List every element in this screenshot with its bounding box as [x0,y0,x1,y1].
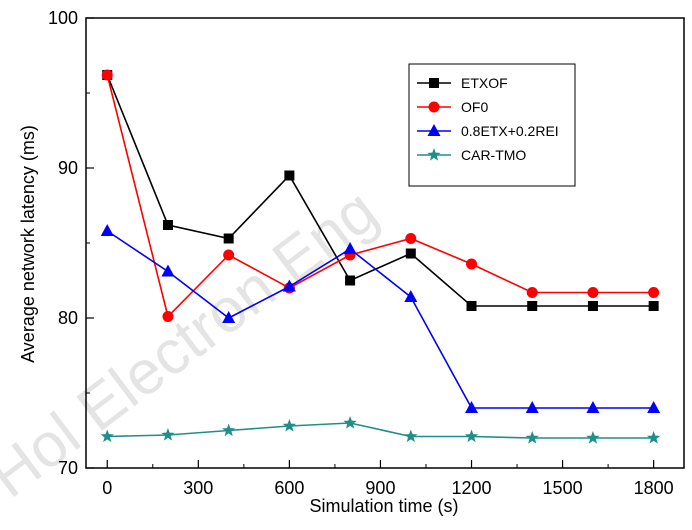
data-point [525,431,539,444]
legend-marker [429,78,439,88]
data-point [404,429,418,443]
y-tick-label: 70 [58,458,78,478]
legend-label: ETXOF [461,75,508,91]
data-point [100,224,114,236]
data-point [466,301,477,311]
data-point [282,279,296,292]
data-point [343,242,357,254]
data-point [223,249,235,261]
series-line [107,422,654,439]
x-tick-label: 0 [102,478,112,498]
series-line [106,230,654,409]
data-point [465,401,479,413]
data-point [162,311,174,322]
data-point [648,301,659,311]
series-of0 [101,69,660,322]
data-point [345,275,356,286]
data-point [646,431,661,444]
data-point [161,428,175,441]
legend-item: 0.8ETX+0.2REI [417,123,559,139]
data-point [586,431,600,444]
series-line [106,74,654,319]
data-point [405,233,417,244]
legend-item: OF0 [417,99,488,115]
series-0-8etx-0-2rei [100,224,661,413]
data-point [525,401,539,413]
data-point [161,264,175,277]
data-point [162,220,173,230]
x-tick-label: 900 [365,478,395,498]
data-point [586,401,600,413]
data-point [404,290,418,302]
series-car-tmo [100,416,661,444]
x-tick-label: 1200 [451,478,491,498]
x-axis-label: Simulation time (s) [309,496,458,516]
x-tick-label: 600 [274,478,304,498]
y-tick-label: 80 [58,308,78,328]
data-point [526,287,538,298]
data-point [527,301,538,311]
legend-item: CAR-TMO [417,147,526,163]
series-line [106,74,654,307]
legend-marker [427,148,441,161]
legend-marker [428,101,440,113]
data-point [343,416,357,429]
x-tick-label: 1800 [634,478,674,498]
y-tick-label: 100 [48,8,78,28]
data-point [648,287,660,298]
x-tick-label: 300 [183,478,213,498]
data-point [587,301,598,311]
data-point [466,258,478,270]
legend-label: CAR-TMO [461,147,526,163]
plot-frame [85,17,685,469]
data-point [222,423,236,437]
data-point [222,311,236,323]
legend-label: OF0 [461,99,488,115]
legend-item: ETXOF [417,75,508,91]
legend-marker [427,124,441,136]
data-point [284,170,295,181]
data-point [587,287,599,298]
data-point [647,401,661,413]
y-axis-label: Average network latency (ms) [18,125,38,363]
data-point [101,69,113,81]
data-point [282,419,297,432]
x-tick-label: 1500 [543,478,583,498]
data-point [223,233,234,244]
y-tick-label: 90 [58,158,78,178]
legend-label: 0.8ETX+0.2REI [461,123,559,139]
data-point [100,429,114,443]
data-point [405,248,416,259]
data-point [464,429,479,443]
